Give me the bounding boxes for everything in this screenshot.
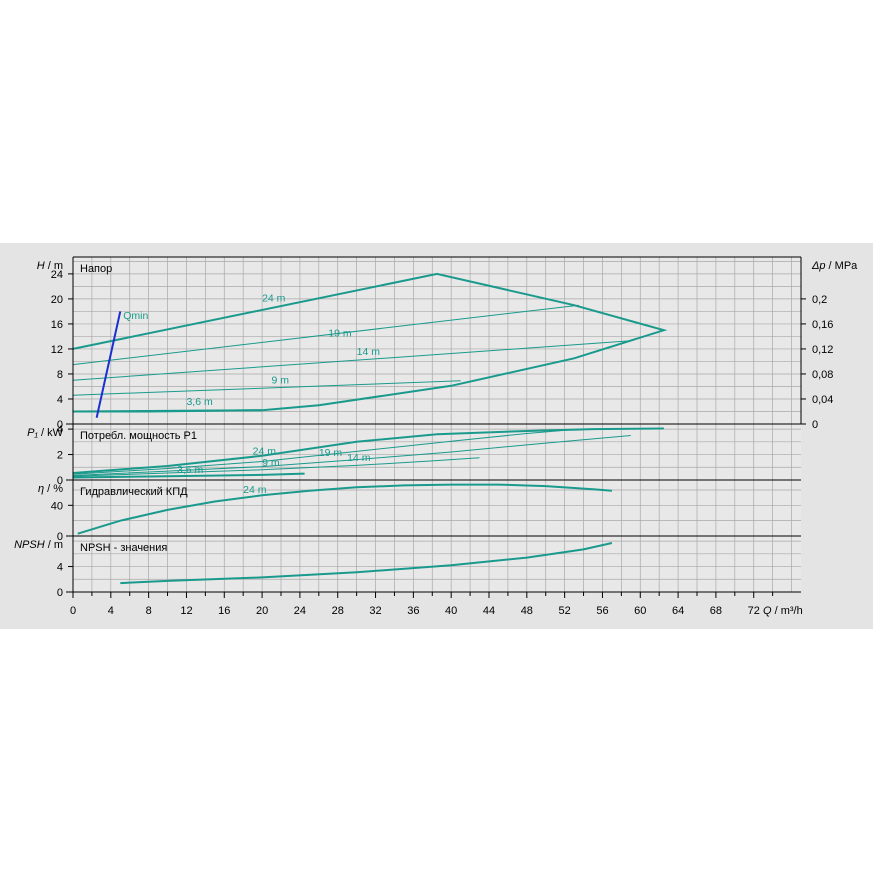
pump-curve-panel: 0 4 8 12 16 20 24 H / m Напор 0 0,04 0,08 0,12 0,16 0,… <box>0 243 873 629</box>
x-tick-label: 4 <box>108 605 114 617</box>
head-y-tick-label: 0 <box>57 419 63 431</box>
power-curve-9-m <box>72 457 480 477</box>
pressure-tick-label: 0,12 <box>812 344 833 356</box>
x-tick-label: 40 <box>445 605 457 617</box>
npsh-y-tick-label: 4 <box>57 562 63 574</box>
pressure-tick-label: 0,16 <box>812 319 833 331</box>
head-curve-9-m <box>72 380 461 396</box>
x-tick-label: 68 <box>710 605 722 617</box>
x-tick-label: 60 <box>634 605 646 617</box>
power-curve-label: 3,6 m <box>177 464 204 476</box>
efficiency-panel-title: Гидравлический КПД <box>80 486 188 498</box>
power-y-tick-label: 2 <box>57 450 63 462</box>
power-curve-label: 9 m <box>262 457 280 469</box>
x-tick-label: 32 <box>369 605 381 617</box>
x-tick-label: 52 <box>559 605 571 617</box>
x-axis-label: Q / m³/h <box>763 605 803 617</box>
x-tick-label: 36 <box>407 605 419 617</box>
x-tick-label: 28 <box>332 605 344 617</box>
power-curve-label: 14 m <box>347 452 371 464</box>
efficiency-y-tick-label: 40 <box>51 500 63 512</box>
x-tick-label: 0 <box>70 605 76 617</box>
head-curve-label: 14 m <box>357 346 381 358</box>
pressure-tick-label: 0,2 <box>812 294 827 306</box>
x-tick-label: 16 <box>218 605 230 617</box>
head-y-tick-label: 16 <box>51 319 63 331</box>
power-curve-label: 24 m <box>253 446 277 458</box>
head-y-axis-label: H / m <box>37 260 63 272</box>
head-curve-label: 24 m <box>262 292 286 304</box>
head-panel-title: Напор <box>80 263 112 275</box>
x-tick-label: 44 <box>483 605 495 617</box>
x-tick-label: 20 <box>256 605 268 617</box>
pressure-axis-label: Δp / MPa <box>811 260 858 272</box>
head-curve-19-m <box>72 304 579 366</box>
power-curve-label: 19 m <box>319 447 343 459</box>
power-y-axis-label: P₁ / kW <box>27 427 63 439</box>
head-curve-14-m <box>72 340 631 381</box>
pressure-tick-label: 0 <box>812 419 818 431</box>
head-y-tick-label: 24 <box>51 269 63 281</box>
qmin-label: Qmin <box>123 310 148 322</box>
head-y-tick-label: 8 <box>57 369 63 381</box>
efficiency-y-axis-label: η / % <box>38 483 63 495</box>
power-curve-24-m <box>72 427 664 474</box>
power-curve-14-m <box>72 435 631 476</box>
x-tick-label: 56 <box>596 605 608 617</box>
pressure-tick-label: 0,04 <box>812 394 833 406</box>
x-tick-label: 12 <box>180 605 192 617</box>
head-curve-3-6-m <box>72 409 263 413</box>
power-curve-19-m <box>72 428 579 475</box>
head-curve-label: 19 m <box>328 327 352 339</box>
x-tick-label: 24 <box>294 605 306 617</box>
power-y-tick-label: 0 <box>57 475 63 487</box>
head-y-tick-label: 4 <box>57 394 63 406</box>
head-y-tick-label: 20 <box>51 294 63 306</box>
npsh-curve-npsh <box>120 542 613 585</box>
npsh-y-tick-label: 0 <box>57 587 63 599</box>
pressure-tick-label: 0,08 <box>812 369 833 381</box>
npsh-y-axis-label: NPSH / m <box>14 539 63 551</box>
head-curve-label: 3,6 m <box>186 396 213 408</box>
efficiency-curve-24-m <box>77 483 612 535</box>
efficiency-curve-label: 24 m <box>243 484 267 496</box>
qmin-line <box>95 311 122 418</box>
efficiency-y-tick-label: 0 <box>57 531 63 543</box>
npsh-panel-title: NPSH - значения <box>80 542 167 554</box>
power-curve-3-6-m <box>72 472 305 479</box>
x-tick-label: 72 <box>748 605 760 617</box>
x-tick-label: 64 <box>672 605 684 617</box>
head-curve-label: 9 m <box>272 374 290 386</box>
head-y-tick-label: 12 <box>51 344 63 356</box>
x-tick-label: 8 <box>146 605 152 617</box>
power-y-tick-label: 4 <box>57 424 63 436</box>
x-tick-label: 48 <box>521 605 533 617</box>
power-panel-title: Потребл. мощность P1 <box>80 430 197 442</box>
